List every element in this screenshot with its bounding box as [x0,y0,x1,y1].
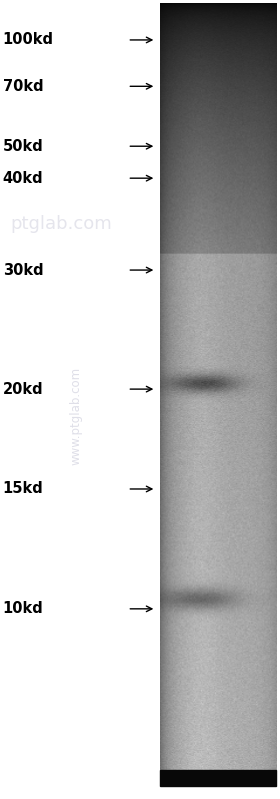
Text: 30kd: 30kd [3,263,43,277]
Text: 70kd: 70kd [3,79,43,93]
Text: 40kd: 40kd [3,171,43,185]
Bar [160,770,276,786]
Text: 15kd: 15kd [3,482,44,496]
Text: 100kd: 100kd [3,33,54,47]
Text: 10kd: 10kd [3,602,44,616]
Text: www.ptglab.com: www.ptglab.com [69,367,82,464]
Text: 50kd: 50kd [3,139,44,153]
Text: ptglab.com: ptglab.com [11,215,113,233]
Text: 20kd: 20kd [3,382,43,396]
